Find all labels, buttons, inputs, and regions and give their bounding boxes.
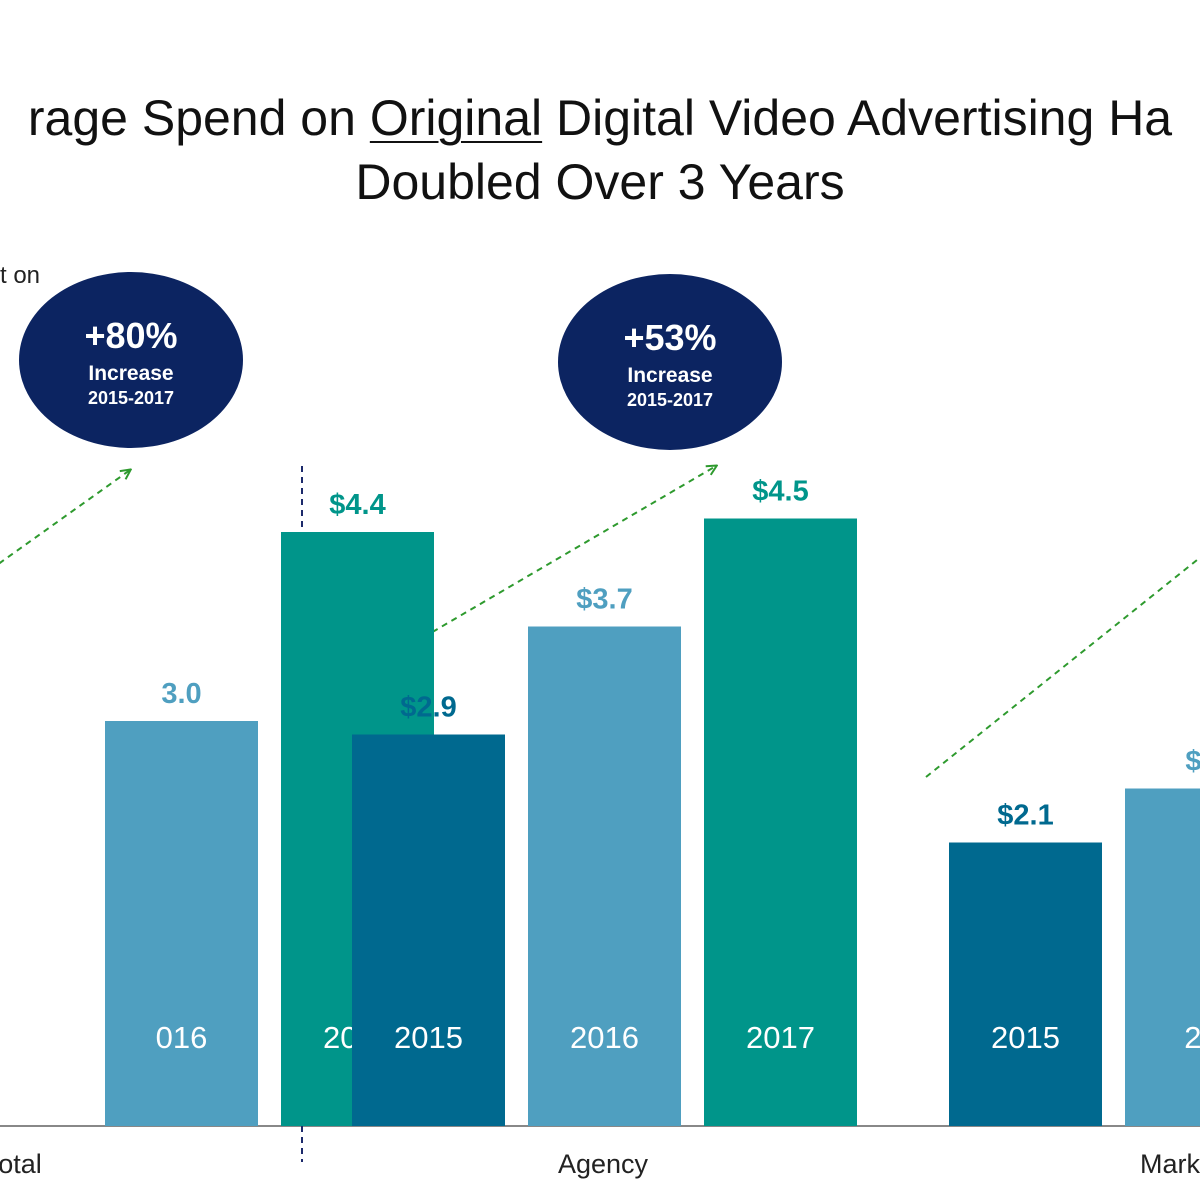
bar-2016 <box>105 721 258 1126</box>
bubble-shape <box>558 274 782 450</box>
bar-value-label: $4.5 <box>752 476 808 508</box>
bar-value-label: $3.7 <box>576 584 632 616</box>
bubble-year-range: 2015-2017 <box>88 388 174 408</box>
bubble-increase-label: Increase <box>88 362 173 385</box>
increase-bubble: +53% Increase 2015-2017 <box>558 274 782 450</box>
bar-2016 <box>1125 788 1200 1126</box>
bar-2016 <box>528 626 681 1126</box>
bar-2015 <box>949 842 1102 1126</box>
title-part-2: Digital Video Advertising Ha <box>542 90 1173 146</box>
bubble-percent: +53% <box>623 317 716 358</box>
group-label: Mark <box>1140 1149 1200 1179</box>
bubble-percent: +80% <box>84 315 177 356</box>
chart-title: rage Spend on Original Digital Video Adv… <box>0 86 1200 214</box>
bar-year-label: 2015 <box>394 1020 463 1055</box>
title-part-1: rage Spend on <box>27 90 370 146</box>
title-line-2: Doubled Over 3 Years <box>355 154 845 210</box>
increase-bubble: +80% Increase 2015-2017 <box>19 272 243 448</box>
bar-2015 <box>352 734 505 1126</box>
bar-year-label: 2015 <box>991 1020 1060 1055</box>
group-label: Agency <box>558 1149 649 1179</box>
trend-arrow <box>925 556 1200 778</box>
bar-2017 <box>704 518 857 1126</box>
title-underlined-word: Original <box>369 90 543 146</box>
y-axis-sublabel: t on <box>0 262 40 289</box>
bar-value-label: $2.9 <box>400 692 456 724</box>
bar-year-label: 016 <box>156 1020 208 1055</box>
bubble-increase-label: Increase <box>627 364 712 387</box>
bar-year-label: 20 <box>1184 1020 1200 1055</box>
title-line-1: rage Spend on Original Digital Video Adv… <box>0 86 1200 150</box>
group-label: otal <box>0 1149 42 1179</box>
bar-value-label: $2 <box>1185 746 1200 778</box>
bubble-year-range: 2015-2017 <box>627 390 713 410</box>
bubble-shape <box>19 272 243 448</box>
bar-year-label: 2017 <box>746 1020 815 1055</box>
trend-arrow <box>0 470 130 565</box>
bar-value-label: $4.4 <box>329 489 385 521</box>
bar-value-label: 3.0 <box>161 678 201 710</box>
bar-year-label: 2016 <box>570 1020 639 1055</box>
bar-value-label: $2.1 <box>997 800 1053 832</box>
